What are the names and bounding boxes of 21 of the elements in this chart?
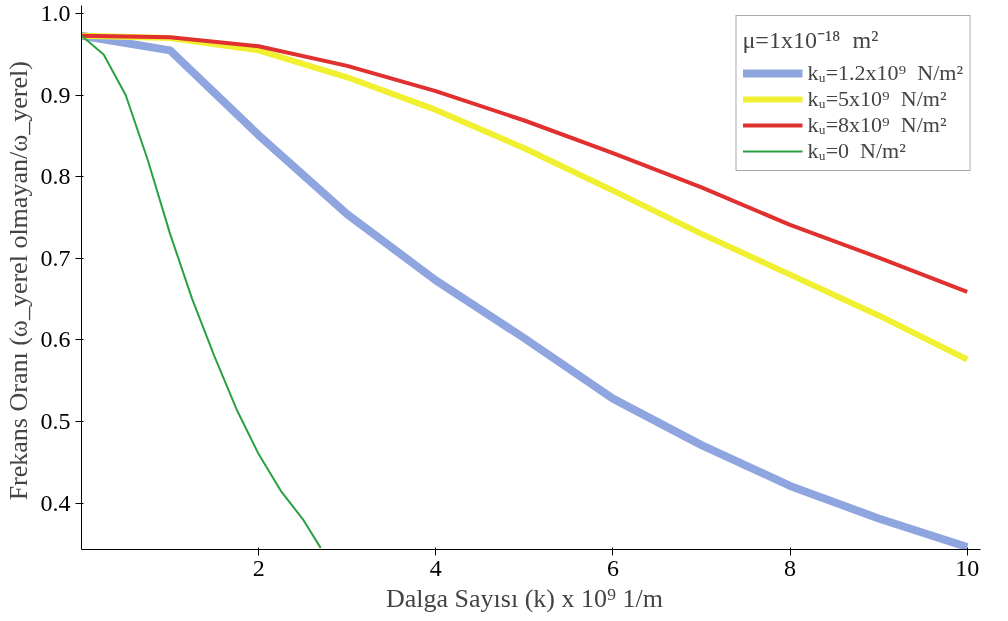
- y-tick-label: 1.0: [40, 0, 71, 27]
- y-tick-label: 0.6: [40, 326, 71, 353]
- y-tick-label: 0.4: [40, 489, 71, 516]
- legend-label: kᵤ=5x10⁹ N/m²: [807, 86, 947, 112]
- x-axis-title: Dalga Sayısı (k) x 10⁹ 1/m: [386, 583, 663, 613]
- y-axis-title: Frekans Oranı (ω_yerel olmayan/ω_yerel): [3, 61, 33, 501]
- legend-label: kᵤ=1.2x10⁹ N/m²: [807, 60, 963, 86]
- legend-title: μ=1x10⁻¹⁸ m²: [742, 26, 880, 55]
- x-tick-label: 8: [784, 554, 797, 581]
- legend-label: kᵤ=8x10⁹ N/m²: [807, 112, 947, 138]
- x-tick-label: 4: [429, 554, 442, 581]
- y-tick-label: 0.7: [40, 244, 71, 271]
- x-tick-label: 10: [955, 554, 980, 581]
- line-series: [81, 33, 970, 294]
- y-tick-label: 0.9: [40, 81, 71, 108]
- legend-label: kᵤ=0 N/m²: [807, 138, 906, 164]
- x-tick-label: 2: [252, 554, 265, 581]
- y-tick-label: 0.8: [40, 163, 71, 190]
- x-tick-label: 6: [606, 554, 619, 581]
- line-series: [81, 34, 322, 549]
- y-tick-label: 0.5: [40, 407, 71, 434]
